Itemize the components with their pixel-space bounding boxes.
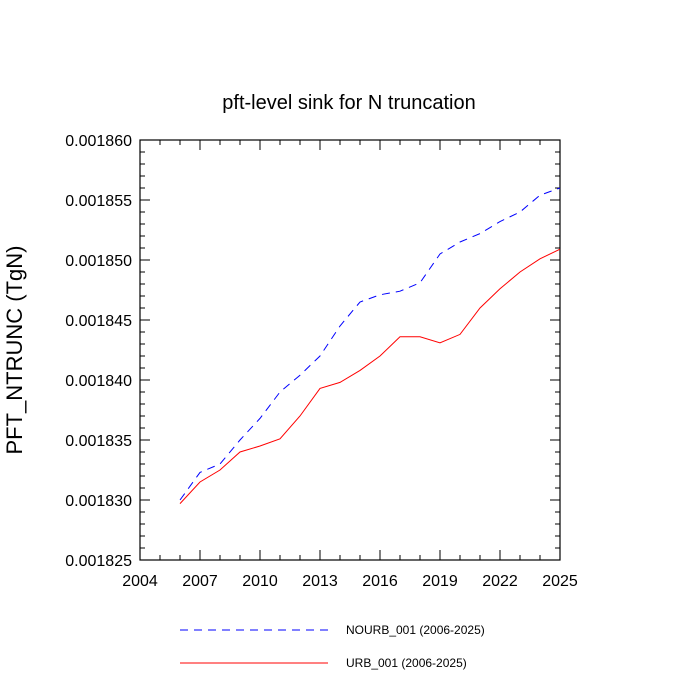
- legend: NOURB_001 (2006-2025) URB_001 (2006-2025): [180, 623, 485, 670]
- x-tick-label: 2025: [542, 573, 578, 590]
- y-tick-label: 0.001840: [65, 373, 132, 390]
- legend-label: URB_001 (2006-2025): [346, 656, 467, 670]
- y-axis-label: PFT_NTRUNC (TgN): [2, 246, 27, 455]
- axis-tick-labels: 2004 2007 2010 2013 2016 2019 2022 2025 0.001825…: [65, 133, 578, 590]
- x-tick-label: 2016: [362, 573, 398, 590]
- chart-title: pft-level sink for N truncation: [222, 92, 475, 114]
- legend-label: NOURB_001 (2006-2025): [346, 623, 485, 637]
- plot-frame: [139, 139, 561, 561]
- series-line-urb-001: [179, 248, 561, 504]
- y-tick-label: 0.001835: [65, 433, 132, 450]
- y-tick-label: 0.001855: [65, 193, 132, 210]
- x-tick-label: 2010: [242, 573, 278, 590]
- x-tick-label: 2022: [482, 573, 518, 590]
- axis-ticks: [139, 139, 561, 561]
- y-tick-label: 0.001850: [65, 253, 132, 270]
- x-tick-label: 2013: [302, 573, 338, 590]
- series-lines: [179, 187, 561, 504]
- x-tick-label: 2019: [422, 573, 458, 590]
- series-line-nourb-001: [179, 187, 561, 501]
- y-tick-label: 0.001860: [65, 133, 132, 150]
- y-tick-label: 0.001830: [65, 493, 132, 510]
- y-tick-label: 0.001825: [65, 553, 132, 570]
- y-tick-label: 0.001845: [65, 313, 132, 330]
- x-tick-label: 2007: [182, 573, 218, 590]
- x-tick-label: 2004: [122, 573, 158, 590]
